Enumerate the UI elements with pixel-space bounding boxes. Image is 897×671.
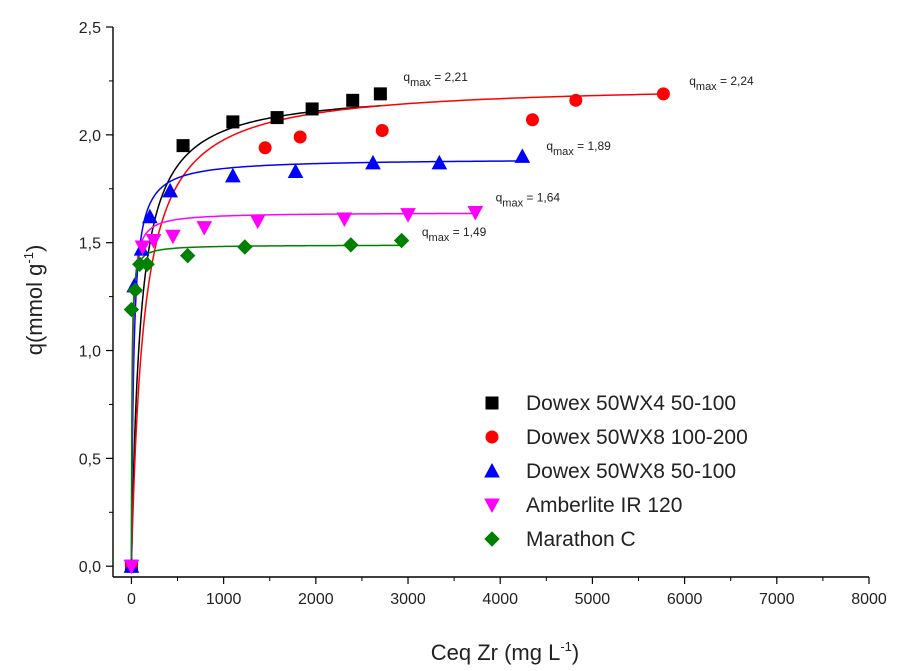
data-point bbox=[343, 237, 359, 253]
data-point bbox=[525, 113, 539, 127]
legend-marker bbox=[484, 462, 500, 478]
data-point bbox=[179, 247, 196, 264]
y-tick-label: 2,0 bbox=[79, 128, 101, 145]
x-tick-label: 7000 bbox=[759, 591, 795, 608]
data-point bbox=[431, 154, 448, 170]
data-point bbox=[127, 282, 143, 298]
qmax-annotation: qmax = 1,49 bbox=[422, 225, 487, 244]
legend-item: Dowex 50WX8 100-200 bbox=[485, 426, 748, 449]
data-point bbox=[336, 212, 353, 228]
data-point bbox=[226, 115, 240, 129]
legend-label: Dowex 50WX8 100-200 bbox=[526, 426, 748, 449]
legend-marker bbox=[485, 396, 499, 410]
data-point bbox=[225, 167, 241, 183]
x-tick-label: 3000 bbox=[390, 591, 426, 608]
data-markers bbox=[123, 87, 670, 575]
legend-marker bbox=[485, 430, 499, 444]
y-axis-title: q(mmol g-1) bbox=[21, 245, 47, 356]
data-point bbox=[373, 87, 387, 101]
legend-item: Dowex 50WX8 50-100 bbox=[484, 460, 736, 483]
data-point bbox=[145, 234, 162, 249]
data-point bbox=[237, 239, 253, 255]
x-tick-label: 0 bbox=[127, 591, 136, 608]
x-tick-label: 2000 bbox=[298, 591, 334, 608]
x-tick-label: 1000 bbox=[206, 591, 242, 608]
qmax-annotation: qmax = 1,64 bbox=[496, 191, 561, 210]
legend-marker bbox=[484, 531, 500, 547]
x-axis-title: Ceq Zr (mg L-1) bbox=[431, 639, 579, 665]
data-point bbox=[258, 141, 272, 155]
data-point bbox=[123, 301, 140, 318]
legend-item: Dowex 50WX4 50-100 bbox=[485, 392, 736, 415]
fit-curve bbox=[130, 105, 381, 567]
y-tick-label: 0,0 bbox=[79, 559, 101, 576]
x-tick-label: 5000 bbox=[575, 591, 611, 608]
data-point bbox=[287, 163, 304, 179]
legend-label: Dowex 50WX8 50-100 bbox=[526, 460, 736, 483]
x-tick-label: 6000 bbox=[667, 591, 703, 608]
legend-item: Amberlite IR 120 bbox=[484, 494, 682, 517]
qmax-annotation: qmax = 1,89 bbox=[546, 139, 611, 158]
y-tick-label: 1,0 bbox=[79, 344, 101, 361]
data-point bbox=[162, 182, 178, 198]
axes: 0 1000 2000 3000 4000 5000 6000 7000 8000 0,0 0,5 1… bbox=[79, 20, 887, 608]
data-point bbox=[375, 124, 389, 138]
legend-item: Marathon C bbox=[484, 528, 636, 551]
data-point bbox=[467, 205, 484, 221]
data-point bbox=[270, 111, 284, 125]
fit-curve bbox=[130, 244, 402, 567]
data-point bbox=[514, 148, 531, 163]
data-point bbox=[134, 240, 151, 256]
fit-curve bbox=[130, 212, 476, 567]
data-point bbox=[393, 232, 410, 249]
qmax-annotation: qmax = 2,21 bbox=[403, 70, 468, 89]
legend-label: Amberlite IR 120 bbox=[526, 494, 682, 517]
data-point bbox=[346, 93, 360, 107]
fit-curve bbox=[130, 160, 523, 567]
data-point bbox=[142, 208, 158, 224]
plot-area bbox=[113, 27, 869, 577]
x-tick-label: 8000 bbox=[851, 591, 887, 608]
legend: Dowex 50WX4 50-100 Dowex 50WX8 100-200 Dow… bbox=[484, 392, 748, 551]
data-point bbox=[305, 102, 319, 116]
legend-marker bbox=[484, 498, 500, 514]
y-tick-label: 0,5 bbox=[79, 451, 101, 468]
data-point bbox=[569, 93, 583, 107]
legend-label: Dowex 50WX4 50-100 bbox=[526, 392, 736, 415]
data-point bbox=[196, 221, 213, 236]
data-point bbox=[165, 229, 181, 245]
fit-curve bbox=[130, 93, 664, 567]
data-point bbox=[139, 256, 155, 272]
data-point bbox=[365, 154, 381, 170]
y-tick-label: 2,5 bbox=[79, 20, 101, 37]
data-point bbox=[400, 208, 416, 223]
data-point bbox=[656, 87, 670, 101]
qmax-annotations: qmax = 2,21 qmax = 2,24 qmax = 1,89 qmax = … bbox=[403, 70, 754, 244]
data-point bbox=[123, 559, 140, 575]
data-point bbox=[249, 214, 266, 230]
y-tick-label: 1,5 bbox=[79, 236, 101, 253]
x-tick-label: 4000 bbox=[482, 591, 518, 608]
data-point bbox=[293, 130, 307, 144]
data-point bbox=[176, 139, 190, 153]
qmax-annotation: qmax = 2,24 bbox=[689, 74, 754, 93]
legend-label: Marathon C bbox=[526, 528, 636, 551]
